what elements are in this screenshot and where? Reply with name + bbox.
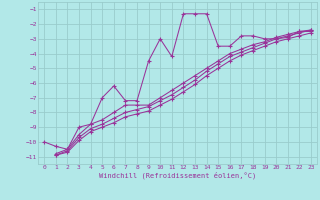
X-axis label: Windchill (Refroidissement éolien,°C): Windchill (Refroidissement éolien,°C) bbox=[99, 172, 256, 179]
